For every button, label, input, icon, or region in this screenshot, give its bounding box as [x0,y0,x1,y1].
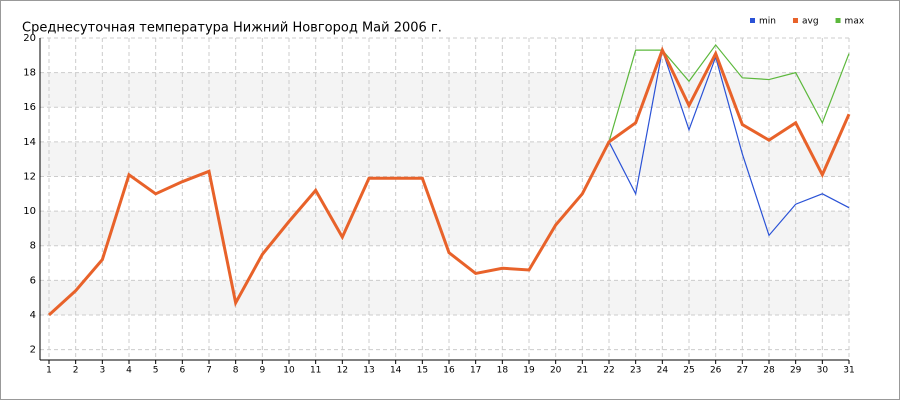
x-tick-label: 29 [790,366,802,376]
x-tick-label: 5 [153,366,159,376]
x-tick-label: 19 [523,366,535,376]
x-tick-label: 16 [443,366,455,376]
x-tick-label: 31 [843,366,854,376]
legend-swatch [835,18,841,23]
x-tick-label: 23 [630,366,641,376]
x-tick-label: 24 [657,366,669,376]
x-tick-label: 1 [46,366,52,376]
band [40,72,849,108]
x-tick-label: 9 [259,366,265,376]
x-tick-label: 12 [337,366,348,376]
x-tick-label: 13 [363,366,374,376]
legend-swatch [750,18,755,23]
y-tick-label: 2 [30,345,36,356]
x-tick-label: 26 [710,366,722,376]
y-tick-label: 14 [23,137,36,148]
legend-label: max [845,17,865,27]
x-tick-label: 30 [817,366,829,376]
series-line [47,46,851,317]
x-tick-label: 25 [683,366,694,376]
y-tick-label: 10 [23,206,36,217]
x-tick-label: 3 [99,366,105,376]
legend-label: min [759,17,776,27]
y-tick-label: 8 [30,241,36,252]
y-tick-label: 20 [23,33,36,44]
x-tick-label: 10 [283,366,295,376]
y-tick-label: 6 [30,275,36,286]
x-tick-label: 22 [603,366,614,376]
band [40,280,849,315]
x-tick-label: 20 [550,366,562,376]
x-tick-label: 8 [233,366,239,376]
legend-label: avg [802,17,819,27]
band [40,141,849,177]
x-tick-label: 6 [179,366,185,376]
x-tick-label: 14 [390,366,402,376]
x-tick-label: 18 [497,366,509,376]
chart-title: Среднесуточная температура Нижний Новгор… [22,21,442,36]
legend-swatch [792,18,798,23]
x-tick-label: 17 [470,366,481,376]
x-tick-label: 28 [763,366,775,376]
y-tick-label: 4 [30,310,36,321]
y-tick-label: 12 [23,171,36,182]
y-tick-label: 18 [23,68,36,79]
y-tick-label: 16 [23,102,36,113]
x-tick-label: 15 [417,366,428,376]
x-tick-label: 7 [206,366,212,376]
x-tick-label: 27 [737,366,748,376]
x-tick-label: 4 [126,366,132,376]
x-tick-label: 11 [310,366,321,376]
x-tick-label: 21 [577,366,588,376]
x-tick-label: 2 [73,366,79,376]
